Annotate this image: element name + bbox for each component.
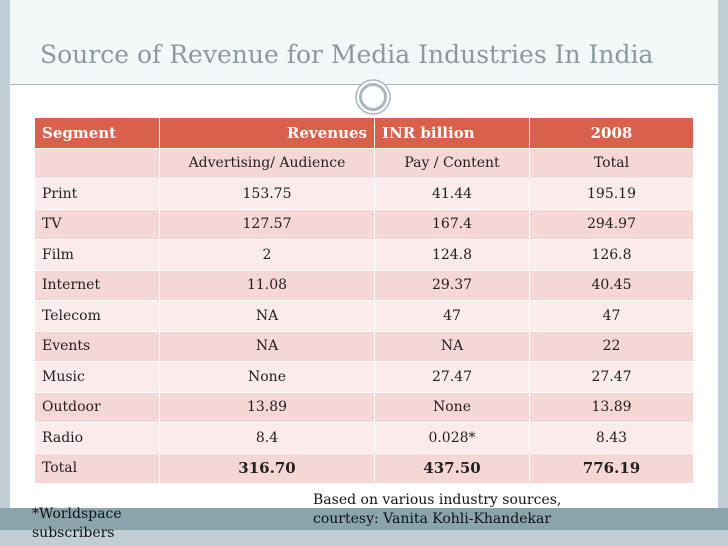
table-row: Radio 8.4 0.028* 8.43	[34, 422, 694, 454]
segment-cell: Outdoor	[34, 391, 160, 423]
pay-content-cell: 0.028*	[374, 422, 530, 454]
table-header-row: Segment Revenues INR billion 2008	[34, 117, 694, 149]
subheader-cell: Advertising/ Audience	[159, 147, 375, 179]
advertising-cell: 8.4	[159, 422, 375, 454]
advertising-cell: 2	[159, 239, 375, 271]
segment-cell: Radio	[34, 422, 160, 454]
total-cell: 126.8	[529, 239, 694, 271]
advertising-cell: NA	[159, 300, 375, 332]
segment-cell: Film	[34, 239, 160, 271]
pay-content-cell: 124.8	[374, 239, 530, 271]
table-row: Events NA NA 22	[34, 330, 694, 362]
segment-cell: Music	[34, 361, 160, 393]
footnote-line: *Worldspace	[32, 506, 122, 522]
total-cell: 27.47	[529, 361, 694, 393]
slide-title: Source of Revenue for Media Industries I…	[40, 40, 654, 69]
subheader-cell: Pay / Content	[374, 147, 530, 179]
table-row: Outdoor 13.89 None 13.89	[34, 391, 694, 423]
subheader-cell	[34, 147, 160, 179]
bottom-band	[0, 508, 728, 530]
table-row: Print 153.75 41.44 195.19	[34, 178, 694, 210]
table-subheader-row: Advertising/ Audience Pay / Content Tota…	[34, 147, 694, 179]
table-row: Film 2 124.8 126.8	[34, 239, 694, 271]
advertising-cell: 153.75	[159, 178, 375, 210]
advertising-total-cell: 316.70	[159, 452, 375, 484]
pay-content-cell: 27.47	[374, 361, 530, 393]
pay-content-cell: 167.4	[374, 208, 530, 240]
segment-cell: TV	[34, 208, 160, 240]
source-line: Based on various industry sources,	[313, 492, 562, 508]
header-unit: INR billion	[374, 117, 530, 149]
total-cell: 40.45	[529, 269, 694, 301]
pay-content-total-cell: 437.50	[374, 452, 530, 484]
advertising-cell: 127.57	[159, 208, 375, 240]
pay-content-cell: NA	[374, 330, 530, 362]
pay-content-cell: 41.44	[374, 178, 530, 210]
header-revenues: Revenues	[159, 117, 375, 149]
table-row: Internet 11.08 29.37 40.45	[34, 269, 694, 301]
segment-cell: Internet	[34, 269, 160, 301]
total-cell: 47	[529, 300, 694, 332]
total-cell: 22	[529, 330, 694, 362]
segment-cell: Events	[34, 330, 160, 362]
table-row: Music None 27.47 27.47	[34, 361, 694, 393]
circle-ornament-icon	[355, 79, 391, 115]
grand-total-cell: 776.19	[529, 452, 694, 484]
segment-cell: Telecom	[34, 300, 160, 332]
revenue-table: Segment Revenues INR billion 2008 Advert…	[34, 117, 694, 484]
subheader-cell: Total	[529, 147, 694, 179]
advertising-cell: None	[159, 361, 375, 393]
pay-content-cell: 29.37	[374, 269, 530, 301]
table-row: Telecom NA 47 47	[34, 300, 694, 332]
total-cell: 195.19	[529, 178, 694, 210]
footnote: *Worldspace subscribers	[32, 505, 122, 543]
table-row: TV 127.57 167.4 294.97	[34, 208, 694, 240]
total-cell: 13.89	[529, 391, 694, 423]
title-band: Source of Revenue for Media Industries I…	[10, 0, 718, 85]
source-line: courtesy: Vanita Kohli-Khandekar	[313, 511, 552, 527]
advertising-cell: 11.08	[159, 269, 375, 301]
source-note: Based on various industry sources, court…	[313, 491, 561, 529]
pay-content-cell: 47	[374, 300, 530, 332]
pay-content-cell: None	[374, 391, 530, 423]
advertising-cell: NA	[159, 330, 375, 362]
advertising-cell: 13.89	[159, 391, 375, 423]
header-year: 2008	[529, 117, 694, 149]
table-total-row: Total 316.70 437.50 776.19	[34, 452, 694, 484]
header-segment: Segment	[34, 117, 160, 149]
segment-cell: Print	[34, 178, 160, 210]
segment-cell: Total	[34, 452, 160, 484]
total-cell: 8.43	[529, 422, 694, 454]
total-cell: 294.97	[529, 208, 694, 240]
footnote-line: subscribers	[32, 525, 115, 541]
